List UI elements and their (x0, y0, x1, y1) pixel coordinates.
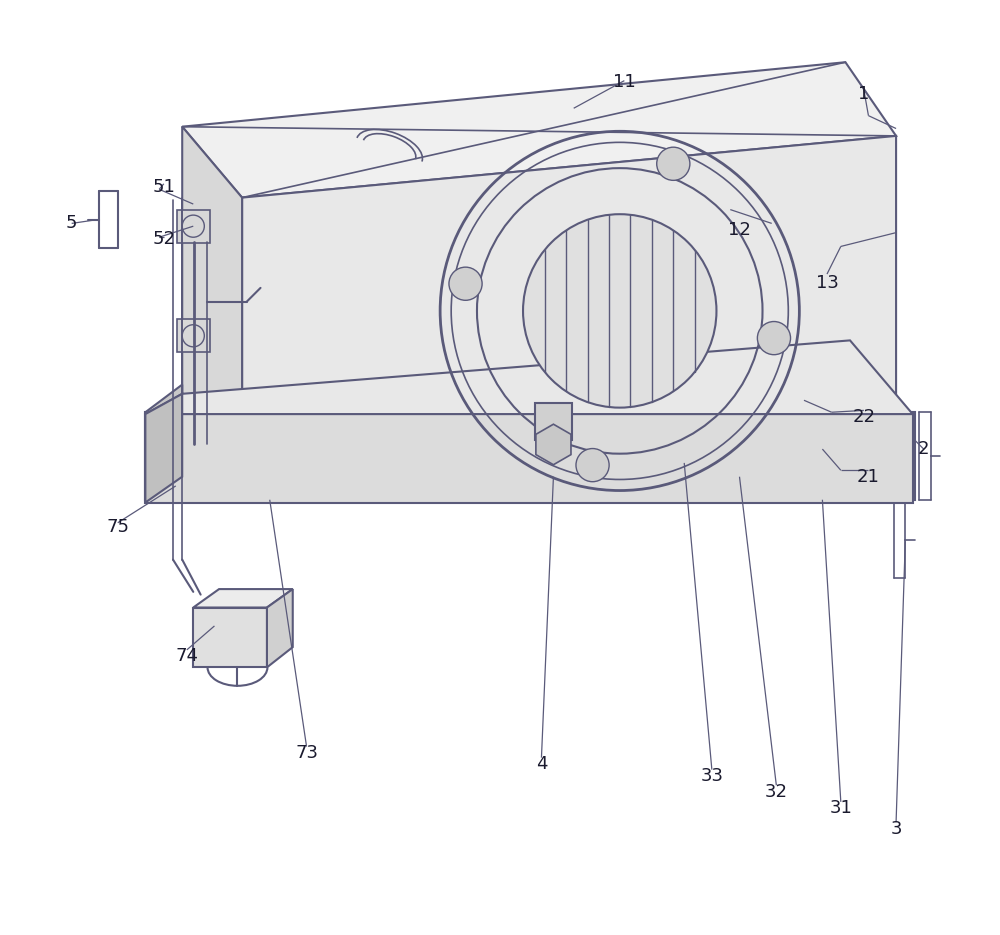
Text: 74: 74 (175, 647, 198, 666)
Text: 33: 33 (700, 767, 723, 785)
Text: 31: 31 (829, 799, 852, 817)
Text: 13: 13 (816, 274, 838, 293)
Text: 22: 22 (852, 408, 875, 425)
Polygon shape (145, 412, 914, 499)
Polygon shape (193, 589, 293, 608)
Text: 52: 52 (152, 230, 175, 248)
Polygon shape (536, 424, 571, 465)
Circle shape (523, 214, 716, 408)
Polygon shape (242, 136, 896, 408)
Text: 3: 3 (890, 820, 902, 838)
Polygon shape (145, 394, 182, 502)
Polygon shape (145, 414, 913, 502)
Polygon shape (145, 384, 182, 499)
Text: 51: 51 (152, 178, 175, 195)
Circle shape (449, 267, 482, 300)
Circle shape (757, 322, 791, 354)
Text: 12: 12 (728, 221, 751, 238)
Polygon shape (145, 340, 913, 414)
Text: 73: 73 (295, 744, 318, 762)
Text: 4: 4 (536, 755, 547, 773)
FancyBboxPatch shape (177, 319, 210, 352)
Text: 75: 75 (106, 518, 129, 537)
Polygon shape (182, 126, 242, 408)
Text: 32: 32 (765, 783, 788, 800)
FancyBboxPatch shape (535, 403, 572, 439)
Text: 1: 1 (858, 85, 870, 104)
Polygon shape (193, 608, 267, 668)
Polygon shape (267, 589, 293, 668)
Text: 11: 11 (613, 74, 636, 92)
Circle shape (657, 147, 690, 180)
Circle shape (576, 449, 609, 482)
Polygon shape (182, 63, 896, 197)
FancyBboxPatch shape (177, 209, 210, 243)
Text: 2: 2 (918, 440, 929, 458)
Text: 21: 21 (857, 468, 880, 485)
Text: 5: 5 (66, 214, 77, 233)
